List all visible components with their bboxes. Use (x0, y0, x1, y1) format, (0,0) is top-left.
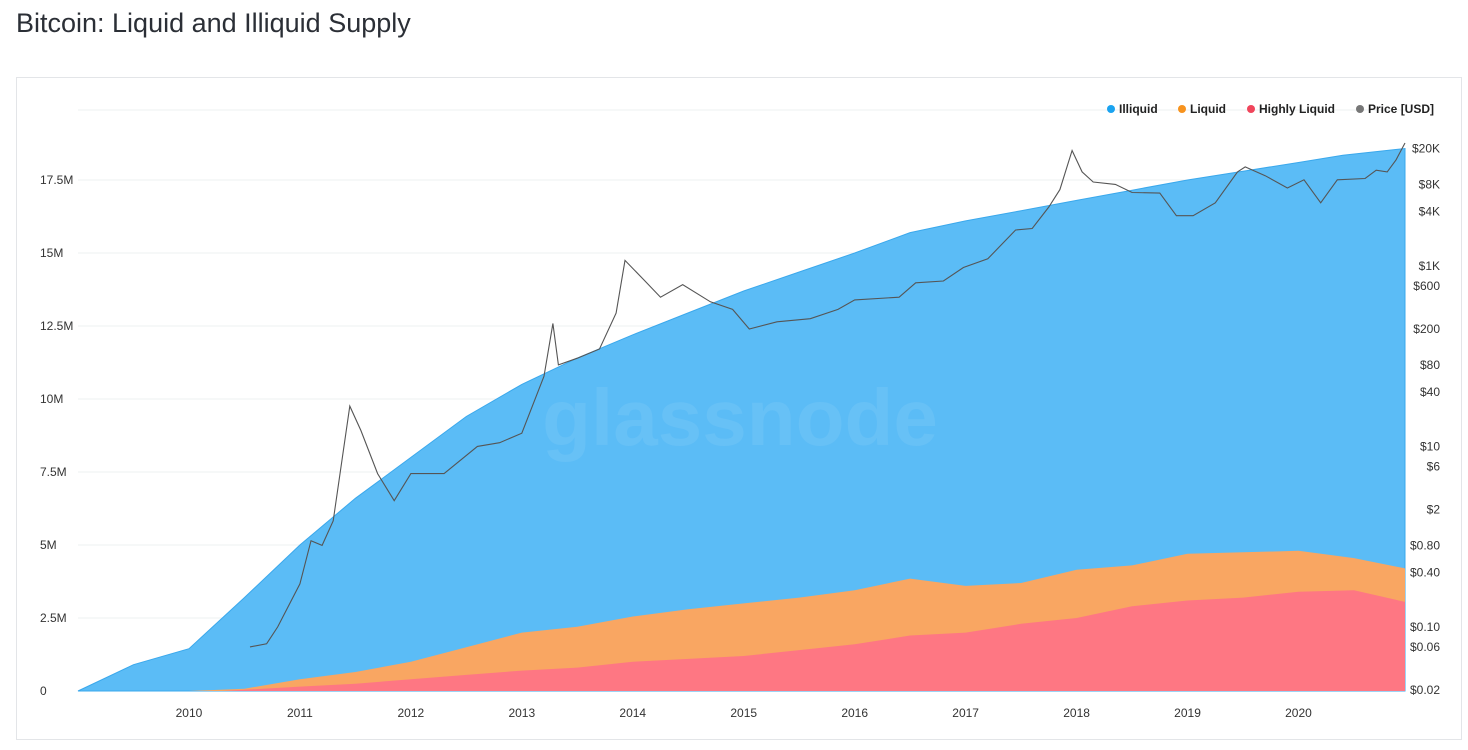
legend-dot-icon (1107, 105, 1115, 113)
y-tick-label: 12.5M (40, 319, 73, 333)
price-tick-label: $1K (1419, 259, 1440, 273)
y-tick-label: 15M (40, 246, 63, 260)
x-tick-label: 2013 (508, 706, 535, 720)
x-tick-label: 2017 (952, 706, 979, 720)
price-tick-label: $20K (1412, 141, 1440, 155)
price-tick-label: $6 (1427, 459, 1441, 473)
x-tick-label: 2018 (1063, 706, 1090, 720)
price-tick-label: $10 (1420, 439, 1440, 453)
x-tick-label: 2012 (398, 706, 425, 720)
page-title: Bitcoin: Liquid and Illiquid Supply (16, 8, 411, 38)
legend-item: Liquid (1190, 102, 1226, 116)
price-tick-label: $2 (1427, 502, 1441, 516)
legend-dot-icon (1356, 105, 1364, 113)
legend-dot-icon (1178, 105, 1186, 113)
watermark-logo: glassnode (542, 373, 938, 462)
y-tick-label: 0 (40, 684, 47, 698)
legend-item: Highly Liquid (1259, 102, 1335, 116)
y-tick-label: 2.5M (40, 611, 67, 625)
x-tick-label: 2015 (730, 706, 757, 720)
legend-item: Price [USD] (1368, 102, 1434, 116)
y-tick-label: 5M (40, 538, 57, 552)
y-tick-label: 10M (40, 392, 63, 406)
y-tick-label: 7.5M (40, 465, 67, 479)
price-tick-label: $0.80 (1410, 538, 1440, 552)
x-tick-label: 2020 (1285, 706, 1312, 720)
price-tick-label: $40 (1420, 385, 1440, 399)
price-tick-label: $4K (1419, 205, 1440, 219)
price-tick-label: $80 (1420, 358, 1440, 372)
price-line (249, 142, 1406, 648)
price-tick-label: $0.40 (1410, 566, 1440, 580)
legend-item: Illiquid (1119, 102, 1158, 116)
price-tick-label: $0.06 (1410, 640, 1440, 654)
x-tick-label: 2019 (1174, 706, 1201, 720)
price-tick-label: $0.02 (1410, 683, 1440, 697)
price-tick-label: $0.10 (1410, 620, 1440, 634)
price-tick-label: $8K (1419, 177, 1440, 191)
y-tick-label: 17.5M (40, 173, 73, 187)
x-tick-label: 2014 (619, 706, 646, 720)
price-tick-label: $600 (1413, 279, 1440, 293)
chart-frame (16, 77, 1462, 740)
price-tick-label: $200 (1413, 322, 1440, 336)
illiquid-area (77, 147, 1406, 692)
highly-liquid-area (78, 590, 1405, 691)
legend-dot-icon (1247, 105, 1255, 113)
x-tick-label: 2011 (287, 706, 313, 720)
x-tick-label: 2010 (176, 706, 203, 720)
x-tick-label: 2016 (841, 706, 868, 720)
